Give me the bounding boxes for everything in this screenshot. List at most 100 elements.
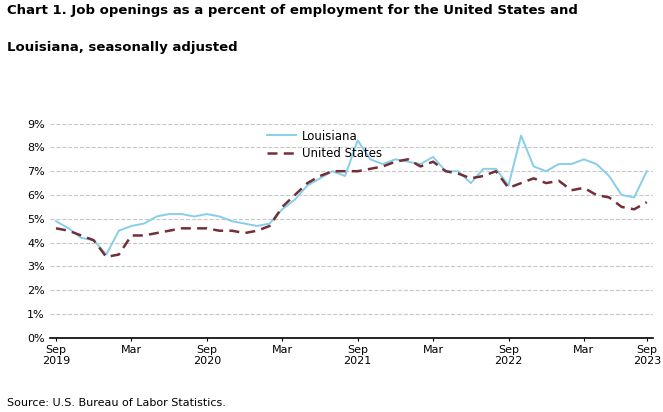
United States	[353, 169, 361, 174]
United States	[115, 252, 123, 257]
United States	[517, 180, 525, 185]
Louisiana	[517, 133, 525, 138]
Louisiana	[366, 157, 374, 162]
United States	[643, 200, 651, 205]
United States	[190, 226, 198, 231]
Text: Source: U.S. Bureau of Labor Statistics.: Source: U.S. Bureau of Labor Statistics.	[7, 398, 225, 408]
United States	[215, 228, 223, 233]
Louisiana	[568, 162, 575, 166]
Louisiana	[618, 192, 626, 197]
Louisiana	[643, 169, 651, 174]
Louisiana	[152, 214, 160, 219]
Louisiana	[530, 164, 538, 169]
United States	[618, 204, 626, 209]
Louisiana	[391, 157, 399, 162]
Louisiana	[555, 162, 563, 166]
Louisiana	[329, 169, 337, 174]
United States	[379, 164, 387, 169]
United States	[492, 169, 500, 174]
Louisiana	[52, 219, 60, 224]
United States	[505, 185, 512, 190]
Louisiana	[215, 214, 223, 219]
United States	[593, 192, 601, 197]
Line: United States: United States	[56, 159, 647, 257]
United States	[542, 180, 550, 185]
United States	[64, 228, 72, 233]
United States	[127, 233, 135, 238]
United States	[178, 226, 186, 231]
United States	[467, 176, 475, 181]
United States	[341, 169, 349, 174]
United States	[165, 228, 173, 233]
Louisiana	[353, 138, 361, 143]
Louisiana	[115, 228, 123, 233]
Louisiana	[140, 221, 148, 226]
United States	[152, 231, 160, 236]
Louisiana	[102, 252, 110, 257]
Louisiana	[416, 162, 424, 166]
Louisiana	[542, 169, 550, 174]
Louisiana	[253, 223, 261, 228]
United States	[241, 231, 249, 236]
United States	[391, 159, 399, 164]
Louisiana	[127, 223, 135, 228]
United States	[77, 233, 85, 238]
Louisiana	[492, 166, 500, 171]
Louisiana	[467, 180, 475, 185]
United States	[203, 226, 211, 231]
Louisiana	[203, 212, 211, 217]
United States	[631, 207, 638, 212]
Louisiana	[228, 219, 236, 224]
Louisiana	[278, 207, 286, 212]
Louisiana	[77, 235, 85, 240]
Louisiana	[64, 226, 72, 231]
Louisiana	[429, 154, 437, 159]
Louisiana	[505, 183, 512, 188]
Louisiana	[316, 176, 324, 181]
Line: Louisiana: Louisiana	[56, 136, 647, 255]
Louisiana	[605, 173, 613, 178]
Legend: Louisiana, United States: Louisiana, United States	[267, 129, 383, 160]
United States	[329, 169, 337, 174]
Louisiana	[442, 169, 450, 174]
Louisiana	[178, 212, 186, 217]
Louisiana	[266, 221, 274, 226]
United States	[366, 166, 374, 171]
Louisiana	[304, 183, 312, 188]
United States	[228, 228, 236, 233]
United States	[253, 228, 261, 233]
Louisiana	[241, 221, 249, 226]
United States	[304, 180, 312, 185]
United States	[278, 204, 286, 209]
United States	[429, 159, 437, 164]
United States	[102, 255, 110, 260]
Text: Chart 1. Job openings as a percent of employment for the United States and: Chart 1. Job openings as a percent of em…	[7, 4, 577, 17]
Louisiana	[165, 212, 173, 217]
Louisiana	[580, 157, 588, 162]
United States	[416, 164, 424, 169]
Louisiana	[454, 169, 462, 174]
United States	[266, 223, 274, 228]
United States	[291, 192, 299, 197]
Louisiana	[631, 195, 638, 200]
United States	[52, 226, 60, 231]
Louisiana	[593, 162, 601, 166]
Louisiana	[341, 173, 349, 178]
United States	[568, 188, 575, 193]
United States	[316, 173, 324, 178]
United States	[555, 178, 563, 183]
United States	[605, 195, 613, 200]
United States	[90, 238, 97, 243]
Louisiana	[90, 238, 97, 243]
United States	[442, 169, 450, 174]
United States	[454, 171, 462, 176]
Louisiana	[291, 197, 299, 202]
United States	[530, 176, 538, 181]
United States	[479, 173, 487, 178]
Louisiana	[404, 159, 412, 164]
United States	[404, 157, 412, 162]
Louisiana	[379, 162, 387, 166]
Louisiana	[479, 166, 487, 171]
Text: Louisiana, seasonally adjusted: Louisiana, seasonally adjusted	[7, 41, 237, 54]
United States	[580, 185, 588, 190]
